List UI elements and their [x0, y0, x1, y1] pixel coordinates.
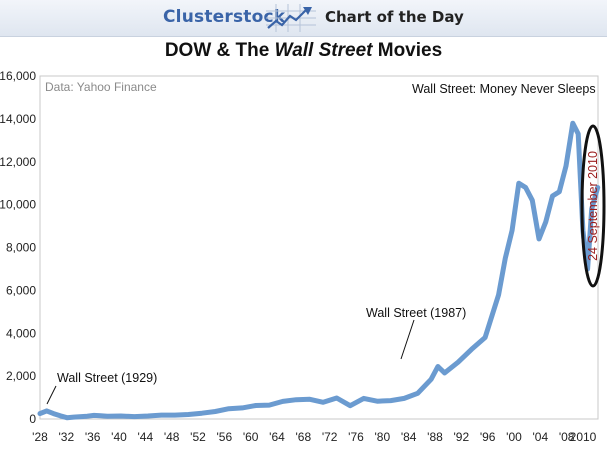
y-tick-label: 0 — [29, 412, 36, 426]
x-tick-label: '04 — [533, 430, 549, 444]
y-tick-label: 16,000 — [0, 69, 36, 83]
y-tick-label: 2,000 — [6, 369, 36, 383]
brand-name[interactable]: Clusterstock — [163, 7, 286, 27]
annotation-1929-pointer — [46, 385, 57, 405]
x-tick-label: '72 — [322, 430, 338, 444]
source-note: Data: Yahoo Finance — [45, 80, 157, 94]
release-date-ellipse — [580, 124, 606, 288]
x-tick-label: '52 — [190, 430, 206, 444]
annotation-wall-street-1929: Wall Street (1929) — [57, 371, 157, 385]
x-tick-label: '60 — [243, 430, 259, 444]
y-tick-label: 6,000 — [6, 283, 36, 297]
x-tick-label: '84 — [401, 430, 417, 444]
x-tick-label: '28 — [32, 430, 48, 444]
x-tick-label: '36 — [85, 430, 101, 444]
x-tick-label: '32 — [59, 430, 75, 444]
x-tick-label: '40 — [111, 430, 127, 444]
y-tick-label: 10,000 — [0, 198, 36, 212]
y-tick-label: 12,000 — [0, 155, 36, 169]
x-axis: '28 '32 '36 '40 '44 '48 '52 '56 '60 '64 '68 '72 '76 '… — [32, 430, 596, 444]
y-tick-label: 14,000 — [0, 112, 36, 126]
chart-logo-icon — [266, 4, 316, 32]
header-bar: Clusterstock Chart of the Day — [0, 0, 607, 37]
release-date-label: 24 September 2010 — [586, 151, 600, 261]
x-tick-label: '92 — [454, 430, 470, 444]
annotation-wall-street-1987: Wall Street (1987) — [366, 306, 466, 320]
title-text: DOW & The — [164, 40, 275, 61]
title-text-end: Movies — [372, 40, 443, 61]
x-tick-label: '96 — [480, 430, 496, 444]
series-line — [37, 120, 601, 421]
x-tick-label: 2010 — [570, 430, 597, 444]
chart-of-the-day-label: Chart of the Day — [325, 8, 464, 26]
x-tick-label: '80 — [375, 430, 391, 444]
x-tick-label: '08 — [559, 430, 575, 444]
x-tick-label: '44 — [138, 430, 154, 444]
x-tick-label: '56 — [217, 430, 233, 444]
x-tick-label: '00 — [506, 430, 522, 444]
x-tick-label: '64 — [269, 430, 285, 444]
y-tick-label: 4,000 — [6, 326, 36, 340]
chart-title: DOW & The Wall Street Movies — [0, 40, 607, 62]
x-tick-label: '88 — [427, 430, 443, 444]
x-tick-label: '68 — [296, 430, 312, 444]
plot-frame — [39, 75, 599, 420]
x-tick-label: '76 — [348, 430, 364, 444]
annotation-money-never-sleeps: Wall Street: Money Never Sleeps — [412, 82, 596, 96]
annotation-1987-pointer — [400, 319, 415, 360]
y-tick-label: 8,000 — [6, 241, 36, 255]
title-italic-text: Wall Street — [274, 40, 373, 61]
y-axis: 0 2,000 4,000 6,000 8,000 10,000 12,000 14,000 1… — [0, 69, 36, 426]
x-tick-label: '48 — [164, 430, 180, 444]
